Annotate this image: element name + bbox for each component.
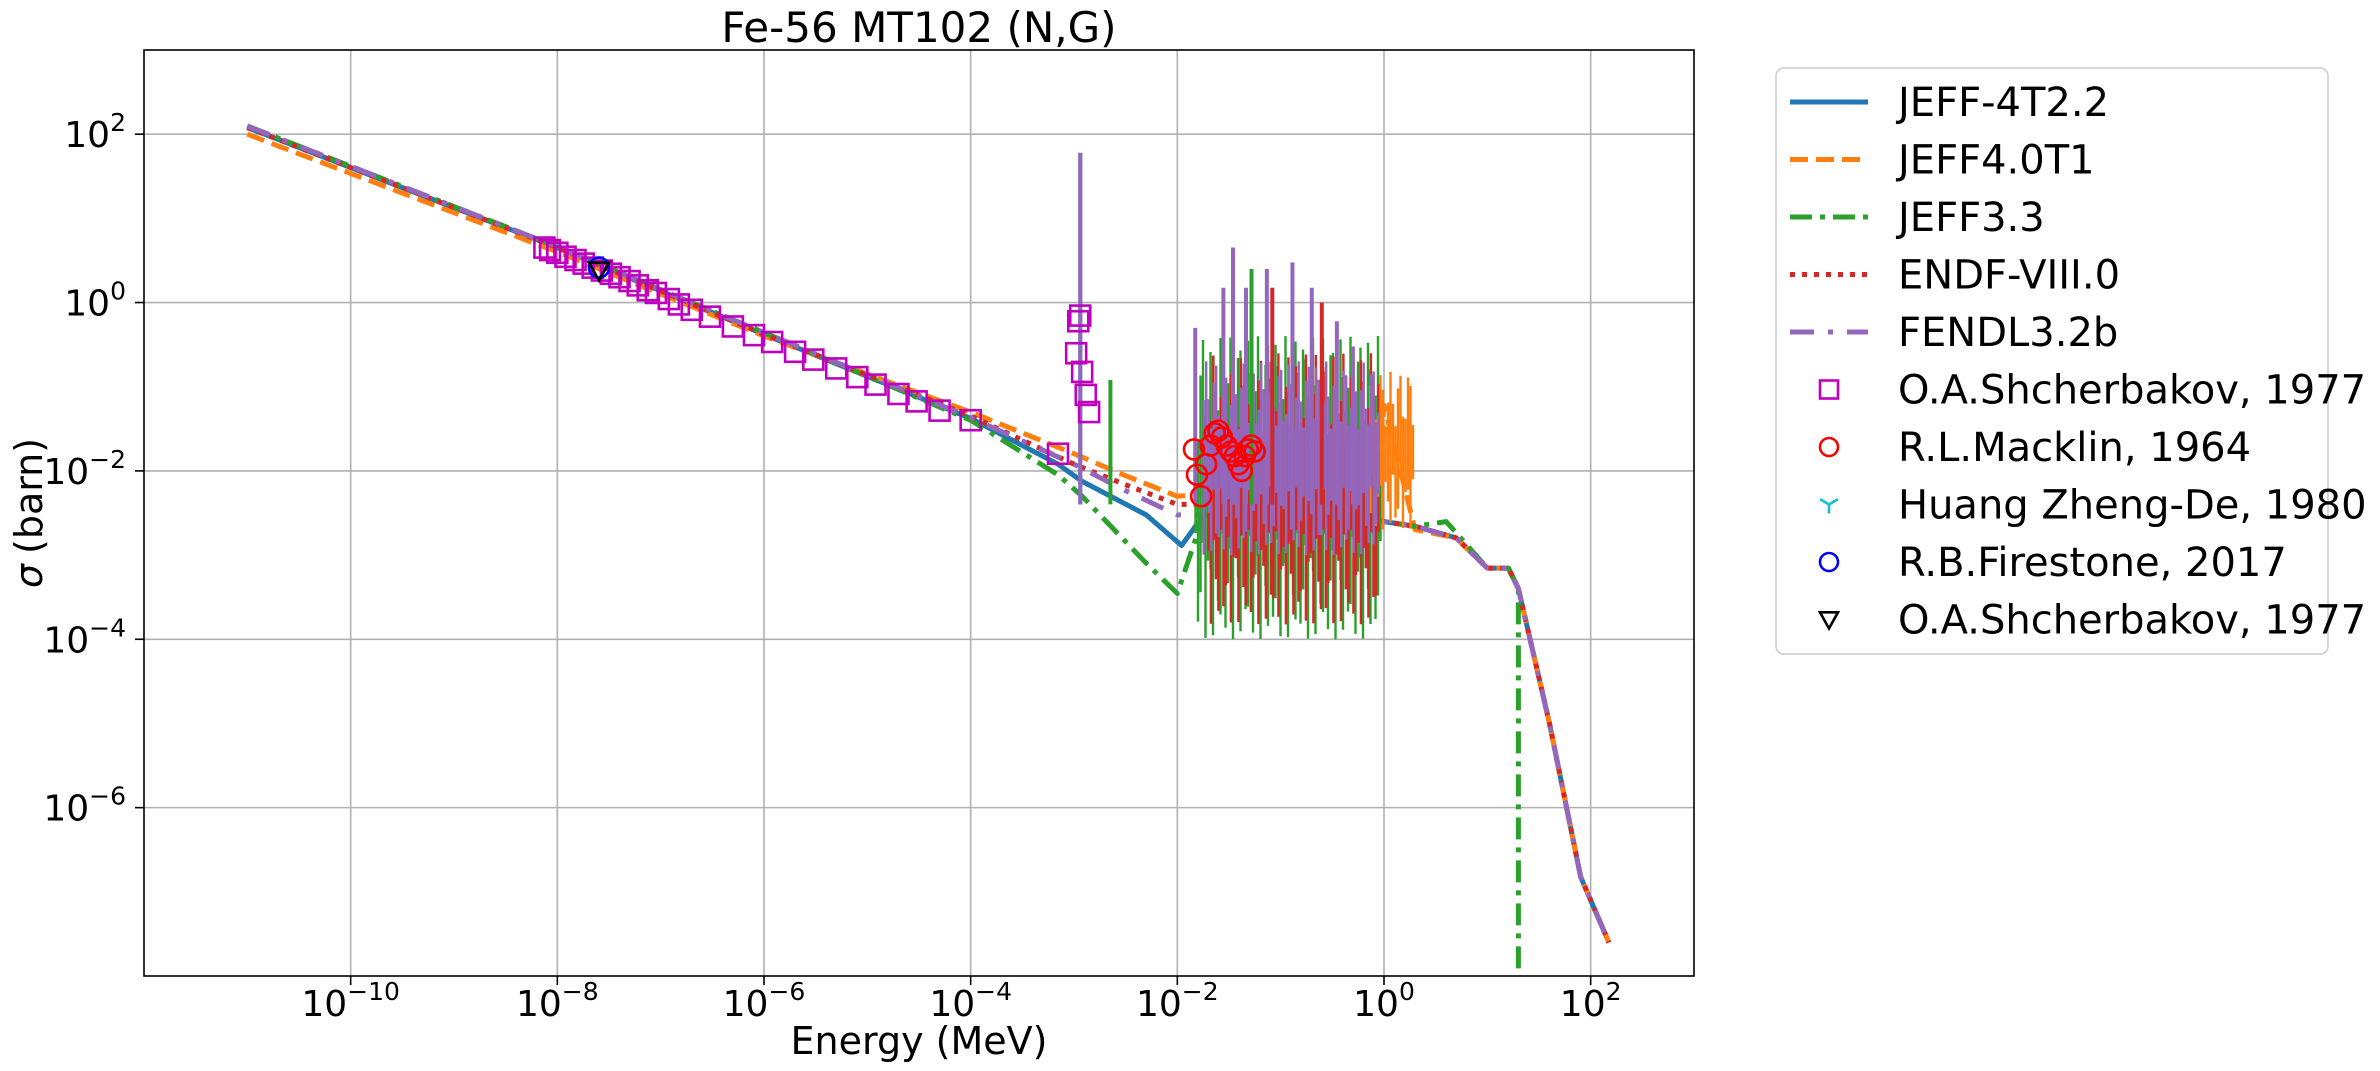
y-tick-label-exponent: 2: [110, 108, 126, 137]
y-tick-label-exponent: 0: [110, 277, 126, 306]
x-tick-label-base: 10: [516, 984, 562, 1025]
legend-swatch-6: [1818, 436, 1840, 458]
data-point-0: [905, 390, 928, 413]
series-line-0: [246, 125, 1612, 944]
data-point-4: [586, 261, 612, 284]
x-tick-label-base: 10: [301, 984, 347, 1025]
series-line-3: [246, 125, 1612, 944]
y-tick-label-base: 10: [64, 115, 110, 156]
legend: JEFF-4T2.2 JEFF4.0T1 JEFF3.3 ENDF-VIII.0 FEN…: [1775, 67, 2367, 655]
data-point-0: [1046, 442, 1070, 466]
x-tick-label: 10−10: [301, 977, 400, 1025]
y-axis-label: σ (barn): [7, 438, 51, 588]
legend-label-4: FENDL3.2b: [1898, 310, 2118, 356]
x-tick-label-exponent: 0: [1399, 977, 1415, 1006]
x-tick-label-base: 10: [1353, 984, 1399, 1025]
legend-frame: [1775, 67, 2329, 655]
y-tick-label: 10−4: [43, 613, 126, 661]
x-tick-label-base: 10: [1136, 984, 1182, 1025]
data-point-0: [546, 241, 569, 265]
chart-title: Fe-56 MT102 (N,G): [721, 3, 1116, 52]
legend-swatch-9: [1817, 611, 1841, 632]
legend-label-0: JEFF-4T2.2: [1895, 80, 2109, 126]
data-point-0: [864, 373, 887, 396]
data-point-0: [887, 382, 910, 406]
legend-label-5: O.A.Shcherbakov, 1977: [1898, 368, 2366, 414]
y-tick-label-exponent: −6: [89, 782, 126, 811]
x-tick-label: 102: [1560, 977, 1622, 1025]
legend-label-7: Huang Zheng-De, 1980: [1898, 483, 2367, 529]
data-point-0: [846, 365, 869, 389]
legend-label-9: O.A.Shcherbakov, 1977: [1898, 598, 2366, 644]
legend-label-6: R.L.Macklin, 1964: [1898, 425, 2251, 471]
data-point-3: [587, 256, 611, 279]
y-tick-label: 10−2: [43, 445, 126, 493]
x-tick-label-base: 10: [723, 984, 769, 1025]
data-point-0: [928, 399, 951, 422]
y-tick-label-base: 10: [43, 789, 89, 830]
series-line-4: [246, 123, 1612, 944]
legend-label-1: JEFF4.0T1: [1895, 138, 2095, 184]
data-point-1: [1189, 484, 1213, 508]
data-point-0: [538, 238, 562, 262]
x-tick-label-exponent: 2: [1606, 977, 1622, 1006]
y-tick-label-exponent: −4: [89, 613, 126, 642]
data-point-0: [802, 348, 825, 371]
x-tick-label-exponent: −10: [347, 977, 400, 1006]
x-tick-label: 10−8: [516, 977, 599, 1025]
data-point-0: [742, 323, 766, 347]
x-tick-label-exponent: −4: [975, 977, 1012, 1006]
y-tick-label-base: 10: [64, 284, 110, 325]
data-point-0: [698, 305, 722, 328]
data-point-0: [564, 248, 587, 272]
y-tick-label: 100: [64, 277, 126, 325]
x-tick-label-base: 10: [929, 984, 975, 1025]
data-point-0: [1070, 360, 1094, 384]
data-point-0: [644, 281, 668, 305]
y-tick-label-base: 10: [43, 452, 89, 493]
legend-swatch-7: [1819, 497, 1839, 514]
series-line-1: [246, 131, 1612, 944]
data-point-0: [1066, 309, 1090, 333]
x-tick-label-base: 10: [1560, 984, 1606, 1025]
x-tick-label: 10−6: [723, 977, 806, 1025]
y-axis-unit: (barn): [7, 438, 51, 554]
data-point-0: [667, 293, 691, 316]
data-point-0: [599, 262, 623, 286]
axis-ticks: 10−10 10−8 10−6 10−4 10−2 100 10210210010−210−…: [43, 108, 1621, 1025]
data-point-0: [680, 298, 704, 322]
data-point-1: [1219, 440, 1243, 463]
grid: [144, 50, 1694, 976]
legend-swatch-5: [1818, 379, 1840, 400]
legend-label-8: R.B.Firestone, 2017: [1898, 540, 2287, 586]
x-axis-label: Energy (MeV): [791, 1019, 1048, 1063]
x-tick-label: 10−2: [1136, 977, 1219, 1025]
data-point-0: [1068, 304, 1092, 327]
data-point-1: [1243, 440, 1266, 463]
data-point-0: [959, 408, 982, 432]
y-tick-label-exponent: −2: [89, 445, 126, 474]
data-point-1: [1182, 438, 1206, 461]
legend-swatch-8: [1818, 551, 1840, 573]
legend-label-3: ENDF-VIII.0: [1898, 253, 2120, 299]
x-tick-label: 100: [1353, 977, 1415, 1025]
x-tick-label: 10−4: [929, 977, 1012, 1025]
x-tick-label-exponent: −6: [768, 977, 805, 1006]
data-point-0: [783, 340, 807, 364]
data-point-0: [1077, 400, 1101, 424]
y-tick-label-base: 10: [43, 620, 89, 661]
y-axis-symbol: σ: [7, 562, 51, 588]
y-tick-label: 102: [64, 108, 126, 156]
data-point-0: [1074, 383, 1098, 407]
data-point-0: [1064, 341, 1088, 365]
data-point-0: [760, 330, 784, 354]
plot-area: [246, 123, 1612, 976]
x-tick-label-exponent: −8: [562, 977, 599, 1006]
y-tick-label: 10−6: [43, 782, 126, 830]
data-point-1: [1230, 459, 1254, 483]
plot-frame: [143, 49, 1695, 977]
legend-label-2: JEFF3.3: [1895, 195, 2045, 241]
x-tick-label-exponent: −2: [1182, 977, 1219, 1006]
